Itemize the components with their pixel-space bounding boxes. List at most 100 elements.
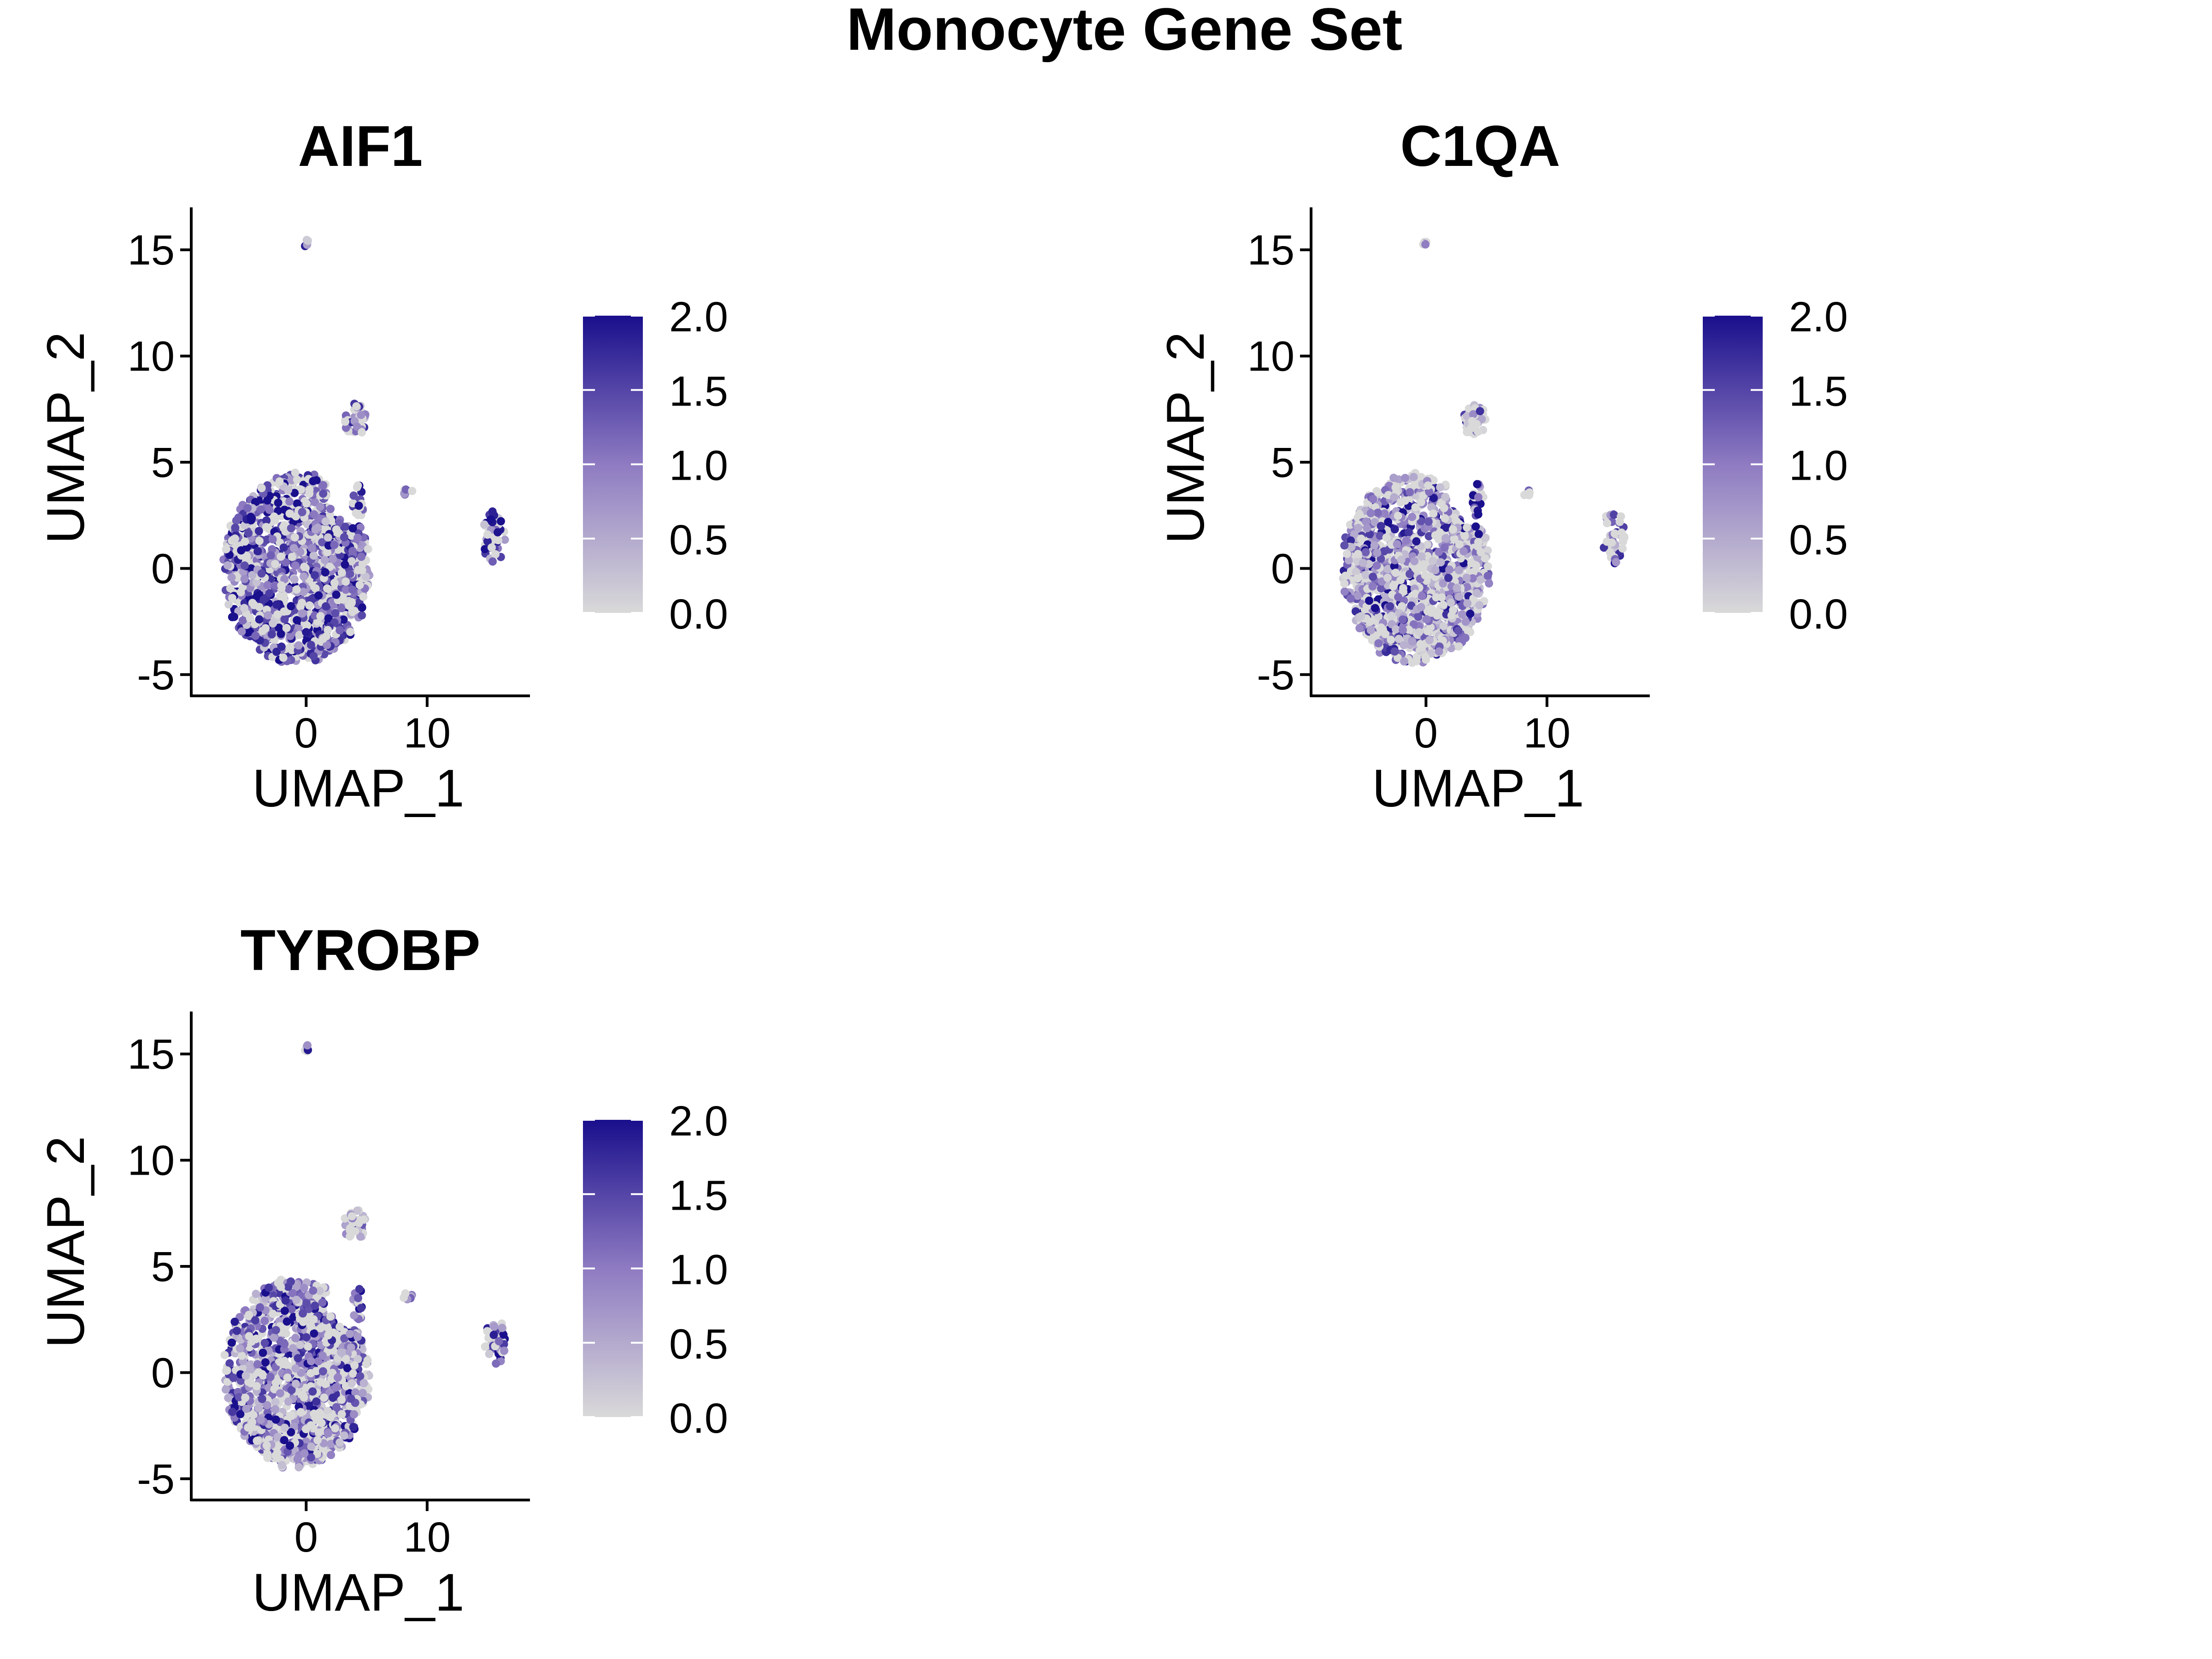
data-point: [496, 517, 505, 526]
data-point: [307, 1442, 316, 1451]
data-point: [324, 626, 332, 635]
data-point: [1423, 540, 1432, 549]
data-point: [321, 1380, 330, 1388]
data-point: [1428, 557, 1437, 565]
colorbar-tick-label: 1.0: [669, 442, 728, 489]
data-point: [1454, 592, 1463, 601]
data-point: [299, 1309, 307, 1318]
data-point: [255, 615, 264, 624]
data-point: [1342, 550, 1351, 558]
data-point: [288, 553, 296, 561]
data-point: [1417, 498, 1425, 506]
data-point: [1417, 517, 1425, 526]
data-point: [1481, 554, 1489, 563]
data-point: [327, 1451, 335, 1459]
data-point: [236, 1410, 245, 1418]
data-point: [246, 614, 254, 623]
data-point: [1377, 522, 1385, 530]
data-point: [237, 1351, 246, 1360]
data-point: [353, 534, 362, 542]
data-point: [352, 402, 361, 411]
data-point: [290, 575, 299, 584]
y-tick-label: 15: [1247, 227, 1294, 274]
data-point: [271, 581, 280, 590]
data-point: [331, 1424, 340, 1433]
data-point: [1373, 548, 1382, 557]
data-point: [282, 558, 290, 567]
data-point: [292, 1282, 300, 1291]
data-point: [253, 1382, 261, 1390]
data-point: [494, 536, 502, 545]
data-point: [247, 564, 256, 573]
data-point: [235, 1393, 243, 1401]
data-point: [1386, 602, 1394, 611]
data-point: [355, 581, 364, 589]
data-point: [315, 1428, 323, 1437]
data-point: [1618, 534, 1627, 543]
data-point: [1408, 512, 1417, 521]
data-point: [1437, 593, 1446, 602]
data-point: [347, 1394, 355, 1403]
data-point: [1464, 627, 1472, 635]
data-point: [248, 599, 257, 607]
data-point: [280, 1340, 289, 1348]
data-point: [315, 1287, 324, 1295]
data-point: [307, 544, 316, 553]
data-point: [1463, 583, 1471, 591]
data-point: [350, 606, 359, 615]
data-point: [290, 533, 299, 541]
data-point: [310, 1329, 318, 1338]
data-point: [1340, 587, 1349, 596]
data-point: [341, 424, 350, 432]
data-point: [309, 652, 318, 660]
data-point: [498, 1324, 506, 1332]
data-point: [1369, 572, 1377, 581]
data-point: [266, 551, 275, 559]
data-point: [1472, 588, 1481, 597]
data-point: [351, 1388, 360, 1397]
data-point: [341, 585, 350, 594]
data-point: [270, 1333, 278, 1342]
data-point: [319, 489, 328, 498]
data-point: [241, 537, 249, 546]
data-point: [1424, 532, 1433, 541]
data-point: [500, 535, 509, 544]
data-point: [287, 1386, 296, 1394]
data-point: [1454, 626, 1463, 635]
data-point: [1483, 546, 1492, 555]
data-point: [277, 581, 286, 590]
data-point: [359, 1379, 368, 1388]
data-point: [312, 1367, 321, 1376]
data-point: [294, 1354, 302, 1363]
data-point: [252, 578, 261, 587]
data-point: [236, 588, 245, 597]
data-point: [1450, 535, 1459, 543]
colorbar-tick-label: 1.0: [1789, 442, 1848, 489]
data-point: [259, 595, 268, 604]
data-point: [492, 1359, 500, 1368]
data-point: [232, 1326, 241, 1335]
data-point: [324, 614, 333, 623]
data-point: [1424, 481, 1432, 490]
colorbar: 0.00.51.01.52.0: [1703, 294, 1848, 638]
data-point: [286, 1441, 294, 1450]
data-point: [261, 624, 270, 633]
data-point: [261, 1294, 270, 1303]
data-point: [318, 1298, 327, 1307]
data-point: [349, 1423, 358, 1431]
data-point: [1361, 571, 1370, 579]
data-point: [330, 578, 339, 587]
x-axis-label: UMAP_1: [252, 759, 464, 818]
data-point: [224, 561, 232, 570]
data-point: [301, 564, 310, 572]
data-point: [1377, 554, 1385, 563]
data-point: [1417, 603, 1425, 612]
data-point: [296, 1341, 305, 1349]
data-point: [1402, 536, 1411, 545]
data-point: [311, 584, 320, 593]
data-point: [294, 1463, 303, 1471]
data-point: [1421, 240, 1430, 249]
data-point: [293, 499, 301, 508]
data-point: [240, 575, 249, 583]
data-point: [302, 1425, 310, 1434]
